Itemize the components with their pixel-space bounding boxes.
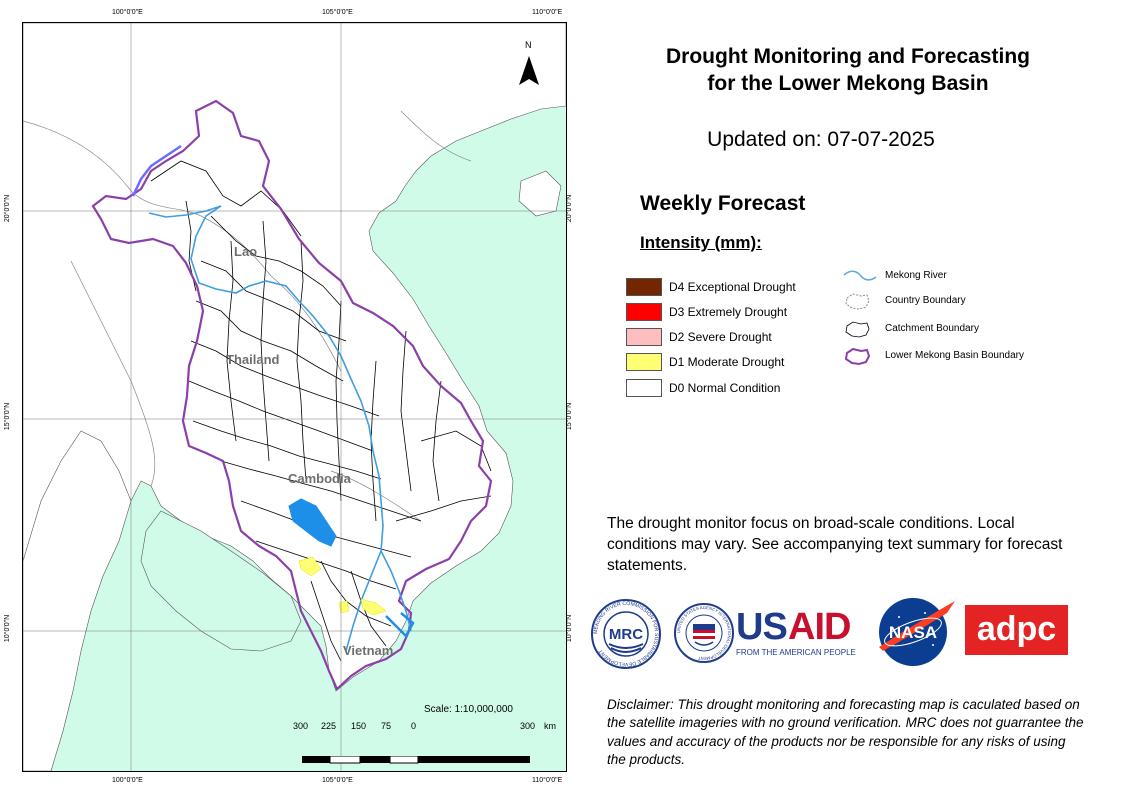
scale-tick-label: 0 xyxy=(411,721,417,731)
legend-swatch-d4 xyxy=(626,278,662,296)
usaid-logo-text: US xyxy=(736,606,788,648)
longitude-label-100-bottom: 100°0'0"E xyxy=(112,777,143,784)
legend-label: D1 Moderate Drought xyxy=(669,355,785,369)
longitude-label-105-top: 105°0'0"E xyxy=(322,9,353,16)
river-line-icon xyxy=(843,270,877,281)
country-label-thailand: Thailand xyxy=(226,352,280,367)
scale-tick-label: 300 xyxy=(520,721,536,731)
conditions-note: The drought monitor focus on broad-scale… xyxy=(607,515,1063,574)
title-line-2: for the Lower Mekong Basin xyxy=(707,72,989,95)
latitude-label-15-right: 15°0'0"N xyxy=(566,402,574,431)
disclaimer-text: Disclaimer: This drought monitoring and … xyxy=(607,697,1084,767)
legend-label: Country Boundary xyxy=(885,295,966,306)
north-arrow-icon xyxy=(519,56,539,85)
gulf-of-thailand xyxy=(140,510,302,652)
usaid-logo-text-red-part: AID xyxy=(788,606,851,648)
latitude-label-20-right: 20°0'0"N xyxy=(566,194,574,223)
latitude-label-10-right: 10°0'0"N xyxy=(566,614,574,643)
north-label: N xyxy=(525,40,532,50)
legend-label: D2 Severe Drought xyxy=(669,330,772,344)
longitude-label-110-bottom: 110°0'0"E xyxy=(532,777,563,784)
latitude-label-10-left: 10°0'0"N xyxy=(4,614,12,643)
graticule xyxy=(23,23,566,771)
legend-label: D3 Extremely Drought xyxy=(669,305,788,319)
scale-unit: km xyxy=(544,721,556,731)
longitude-label-105-bottom: 105°0'0"E xyxy=(322,777,353,784)
nasa-logo: NASA xyxy=(879,598,955,666)
adpc-logo: adpc xyxy=(965,605,1068,655)
legend-label: D4 Exceptional Drought xyxy=(669,280,796,294)
delta-rivers xyxy=(385,612,415,639)
legend-label: D0 Normal Condition xyxy=(669,381,781,395)
moderate-drought-area xyxy=(298,556,322,577)
title-line-1: Drought Monitoring and Forecasting xyxy=(666,45,1030,68)
lower-mekong-basin-boundary xyxy=(91,99,493,691)
catchment-boundary-icon xyxy=(845,321,870,338)
upper-river-highlight xyxy=(131,144,182,197)
updated-date: Updated on: 07-07-2025 xyxy=(707,128,935,151)
scale-tick-label: 150 xyxy=(351,721,367,731)
legend-label: Lower Mekong Basin Boundary xyxy=(885,350,1024,361)
adpc-logo-text: adpc xyxy=(976,610,1057,648)
map-title: Drought Monitoring and Forecasting for t… xyxy=(600,43,1096,97)
longitude-label-110-top: 110°0'0"E xyxy=(532,9,563,16)
legend-swatch-d2 xyxy=(626,328,662,346)
legend-label: Mekong River xyxy=(885,270,947,281)
legend-swatch-d0 xyxy=(626,379,662,397)
longitude-label-100-top: 100°0'0"E xyxy=(112,9,143,16)
moderate-drought-area xyxy=(360,598,387,616)
legend-label: Catchment Boundary xyxy=(885,323,979,334)
usaid-logo-subtitle: FROM THE AMERICAN PEOPLE xyxy=(736,648,856,657)
intensity-heading: Intensity (mm): xyxy=(640,233,762,252)
country-label-vietnam: Vietnam xyxy=(343,643,394,658)
map-panel[interactable] xyxy=(22,22,567,772)
weekly-forecast-heading: Weekly Forecast xyxy=(640,192,806,215)
mrc-logo-text: MRC xyxy=(609,626,643,643)
scale-tick-label: 75 xyxy=(381,721,392,731)
scale-tick-label: 225 xyxy=(321,721,337,731)
scale-text: Scale: 1:10,000,000 xyxy=(424,704,513,715)
moderate-drought-area xyxy=(338,600,350,614)
scale-bar xyxy=(302,756,530,764)
usaid-seal-icon: UNITED STATES AGENCY INTERNATIONAL DEVEL… xyxy=(674,603,734,663)
mrc-logo: MEKONG RIVER COMMISSION FOR SUSTAINABLE … xyxy=(591,599,661,669)
map-canvas[interactable] xyxy=(23,23,566,771)
tonle-sap-lake xyxy=(288,498,337,547)
usaid-logo: US FROM THE AMERICAN PEOPLE xyxy=(736,608,866,658)
legend-swatch-d1 xyxy=(626,353,662,371)
peninsula-coast xyxy=(23,430,132,771)
country-label-cambodia: Cambodia xyxy=(288,471,351,486)
country-label-lao: Lao xyxy=(234,244,258,259)
legend-swatch-d3 xyxy=(626,303,662,321)
scale-tick-label: 300 xyxy=(293,721,309,731)
nasa-logo-text: NASA xyxy=(889,623,937,642)
latitude-label-15-left: 15°0'0"N xyxy=(4,402,12,431)
country-boundary-icon xyxy=(845,293,870,310)
basin-boundary-icon xyxy=(844,347,871,366)
latitude-label-20-left: 20°0'0"N xyxy=(4,194,12,223)
